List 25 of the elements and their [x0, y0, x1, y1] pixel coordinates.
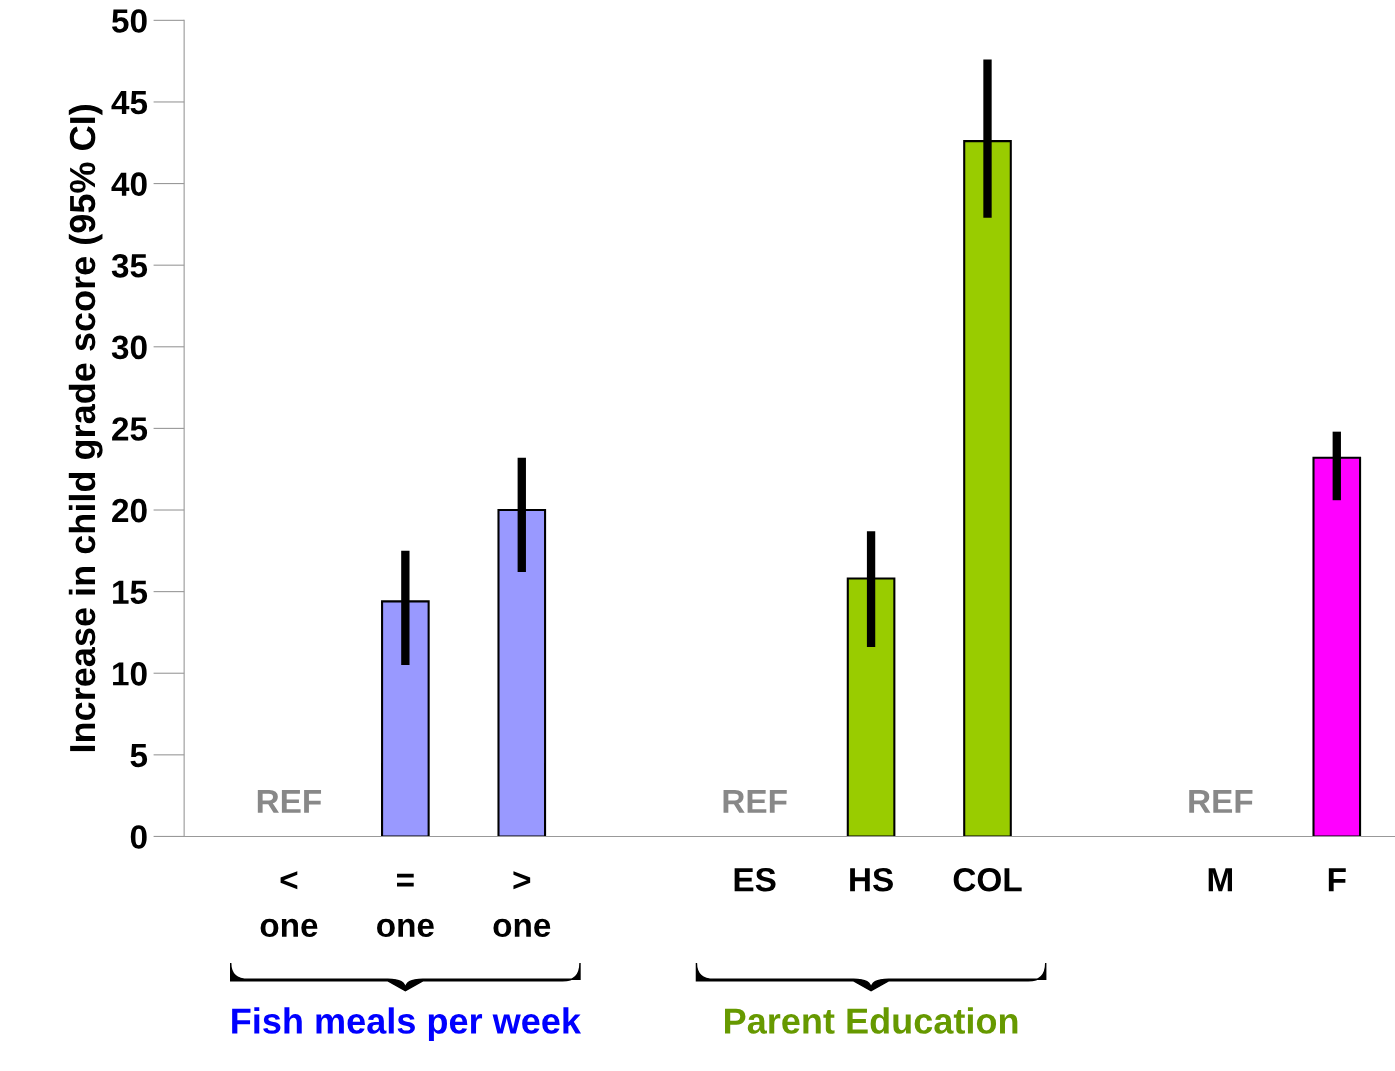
y-tick-label: 5	[130, 743, 148, 768]
y-tick-label: 15	[113, 580, 148, 605]
y-tick-label: 10	[113, 662, 147, 686]
y-tick-label: 25	[112, 417, 148, 441]
text: Parent Education	[725, 1007, 1018, 1034]
text: REF	[723, 789, 787, 813]
x-tick-label: < one	[260, 871, 318, 938]
y-tick-label: 35	[111, 253, 148, 278]
x-tick-label: ES	[734, 867, 776, 892]
text: Fish meals per week	[232, 1007, 582, 1041]
y-tick-label: 40	[111, 172, 147, 196]
y-axis-title: Increase in child grade score (95% CI)	[68, 105, 103, 752]
x-tick-label: = one	[377, 873, 434, 938]
text: REF	[1189, 789, 1253, 813]
x-tick-label: COL	[953, 867, 1022, 892]
x-tick-label: HS	[850, 867, 893, 892]
y-tick-label: 50	[111, 9, 147, 33]
x-tick-label: M	[1208, 868, 1233, 892]
y-tick-label: 20	[112, 498, 147, 523]
x-tick-label: > one	[493, 871, 551, 938]
y-tick-label: 30	[111, 335, 147, 360]
y-tick-label: 0	[130, 825, 147, 849]
y-tick-label: 45	[111, 91, 148, 115]
x-tick-label: F	[1328, 868, 1346, 892]
text: REF	[257, 789, 322, 813]
